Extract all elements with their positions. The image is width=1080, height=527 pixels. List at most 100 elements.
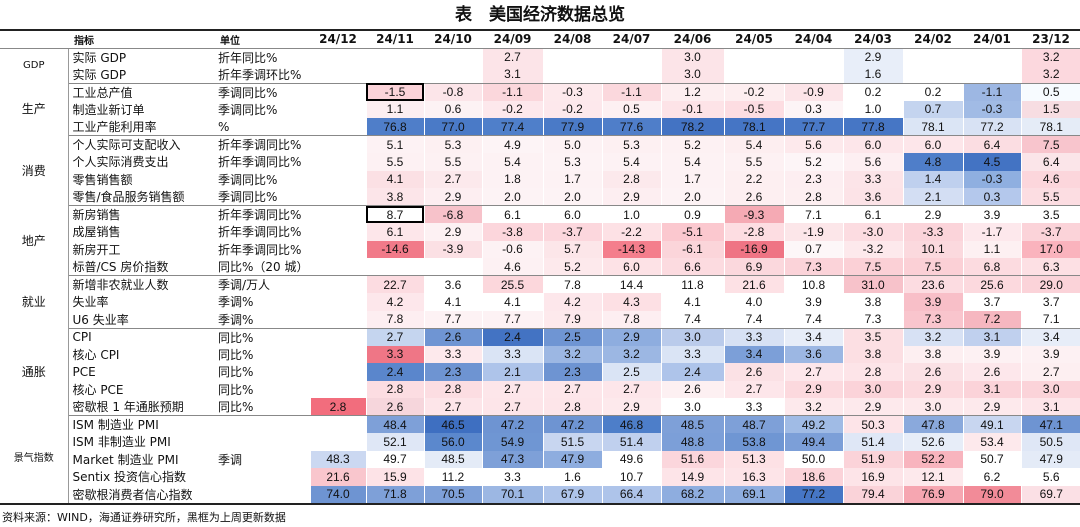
header-month: 24/02 (903, 31, 963, 49)
value-cell: -3.2 (842, 240, 903, 258)
value-cell: 6.4 (962, 135, 1021, 153)
value-cell: 3.3 (842, 170, 903, 188)
value-cell: 4.5 (962, 153, 1021, 171)
value-cell: 2.9 (423, 223, 482, 241)
value-cell (601, 48, 661, 66)
value-cell (309, 100, 366, 118)
value-cell: 0.3 (962, 188, 1021, 206)
value-cell: 3.7 (962, 293, 1021, 311)
value-cell (309, 380, 366, 398)
value-cell: 47.1 (1020, 415, 1080, 433)
category-cell: 生产 (0, 83, 69, 136)
indicator-unit: 同比% (218, 347, 254, 362)
value-cell (309, 170, 366, 188)
value-cell: 3.9 (962, 205, 1021, 223)
indicator-name: 零售/食品服务销售额 (68, 188, 214, 206)
value-cell: 25.5 (481, 275, 543, 293)
value-cell: 1.5 (1020, 100, 1080, 118)
value-cell: 0.9 (660, 205, 724, 223)
value-cell: 5.2 (783, 153, 843, 171)
value-cell: 50.0 (783, 450, 843, 468)
value-cell: 5.1 (365, 135, 424, 153)
value-cell: 5.5 (723, 153, 784, 171)
value-cell: 49.4 (783, 433, 843, 451)
header-unit: 单位 (214, 31, 310, 49)
category-cell: 景气指数 (0, 415, 69, 503)
value-cell: 2.9 (423, 188, 482, 206)
value-cell: 3.1 (962, 380, 1021, 398)
value-cell: 2.9 (601, 398, 661, 416)
value-cell: 78.1 (723, 118, 784, 136)
value-cell: 3.2 (902, 328, 963, 346)
value-cell (309, 65, 366, 84)
value-cell: 2.7 (601, 380, 661, 398)
value-cell: 2.1 (481, 363, 543, 381)
category-cell: 地产 (0, 205, 69, 276)
table-row: GDP 实际 GDP 折年同比% 2.7 3.0 2.9 3.2 (0, 48, 1080, 83)
value-cell: 4.2 (542, 293, 602, 311)
value-cell: -3.7 (1020, 223, 1080, 241)
value-cell: -1.1 (601, 83, 661, 101)
value-cell: 21.6 (723, 275, 784, 293)
value-cell: -3.3 (902, 223, 963, 241)
value-cell: 7.5 (842, 258, 903, 276)
value-cell: 3.0 (660, 398, 724, 416)
value-cell: 4.1 (365, 170, 424, 188)
value-cell: 2.7 (542, 380, 602, 398)
indicator-name: 失业率 (72, 295, 109, 310)
value-cell: 76.8 (365, 118, 424, 136)
value-cell: 71.8 (365, 485, 424, 504)
value-cell: 3.3 (660, 345, 724, 363)
value-cell: 2.6 (962, 363, 1021, 381)
value-cell: 2.8 (309, 398, 366, 416)
value-cell (423, 258, 482, 276)
indicator-name: 标普/CS 房价指数 (68, 258, 214, 276)
value-cell: 3.4 (723, 345, 784, 363)
page-title: 表 美国经济数据总览 (455, 5, 625, 25)
table-row: 零售/食品服务销售额 季调同比% 3.8 2.9 2.0 2.0 2.9 2.0 2.6 2.8 3… (0, 188, 1080, 206)
value-cell: 49.1 (962, 415, 1021, 433)
table-row: 通胀 CPI 同比% 2.7 2.6 2.4 2.5 2.9 3.0 3.3 3.4 3.5 3.2 3.… (0, 328, 1080, 416)
value-cell (309, 153, 366, 171)
value-cell (723, 48, 784, 66)
value-cell: -14.6 (365, 240, 424, 258)
value-cell: 7.7 (481, 310, 543, 329)
value-cell: 54.9 (481, 433, 543, 451)
value-cell: 2.4 (365, 363, 424, 381)
value-cell: 3.4 (1020, 328, 1080, 346)
value-cell: 14.9 (660, 468, 724, 486)
header-month: 24/03 (843, 31, 903, 49)
value-cell: 5.4 (601, 153, 661, 171)
value-cell: 11.2 (423, 468, 482, 486)
value-cell: 1.4 (902, 170, 963, 188)
category-cell: 通胀 (0, 328, 69, 416)
value-cell: 3.0 (842, 380, 903, 398)
value-cell: 2.7 (423, 170, 482, 188)
indicator-unit: 同比%（20 城） (214, 258, 310, 276)
indicator-name: 实际 GDP (68, 65, 214, 84)
value-cell: 7.4 (783, 310, 843, 329)
value-cell (902, 48, 963, 66)
value-cell: 3.8 (842, 293, 903, 311)
value-cell: 50.5 (1020, 433, 1080, 451)
value-cell: 70.5 (423, 485, 482, 504)
value-cell: 0.6 (423, 100, 482, 118)
value-cell: 3.2 (1020, 65, 1080, 84)
indicator-name: 零售销售额 (72, 172, 133, 187)
indicator-name: 密歇根消费者信心指数 (68, 485, 214, 504)
value-cell: 78.1 (1020, 118, 1080, 136)
value-cell: 77.2 (783, 485, 843, 504)
indicator-unit: 季调/万人 (218, 278, 271, 292)
value-cell: -0.6 (481, 240, 543, 258)
value-cell: 56.0 (423, 433, 482, 451)
value-cell: 2.8 (542, 398, 602, 416)
value-cell: 1.8 (481, 170, 543, 188)
value-cell: 3.5 (842, 328, 903, 346)
value-cell: 2.7 (783, 363, 843, 381)
indicator-unit: 折年季调同比% (218, 242, 302, 257)
value-cell: 69.7 (1020, 485, 1080, 504)
table-row: 核心 PCE 同比% 2.8 2.8 2.7 2.7 2.7 2.6 2.7 2.9 3.0 2.9 3… (0, 380, 1080, 398)
value-cell: 2.4 (481, 328, 543, 346)
value-cell: 76.9 (902, 485, 963, 504)
indicator-unit: 同比% (218, 365, 254, 380)
